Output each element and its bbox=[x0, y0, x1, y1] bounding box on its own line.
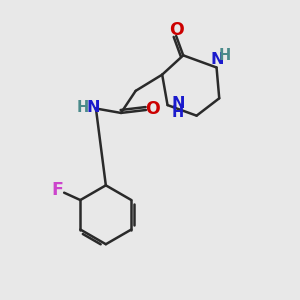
Text: O: O bbox=[169, 20, 184, 38]
Text: N: N bbox=[86, 100, 100, 115]
Text: H: H bbox=[218, 48, 231, 63]
Text: N: N bbox=[171, 96, 184, 111]
Text: H: H bbox=[76, 100, 89, 115]
Text: O: O bbox=[146, 100, 160, 118]
Text: H: H bbox=[172, 105, 184, 120]
Text: F: F bbox=[52, 181, 64, 199]
Text: N: N bbox=[211, 52, 224, 67]
